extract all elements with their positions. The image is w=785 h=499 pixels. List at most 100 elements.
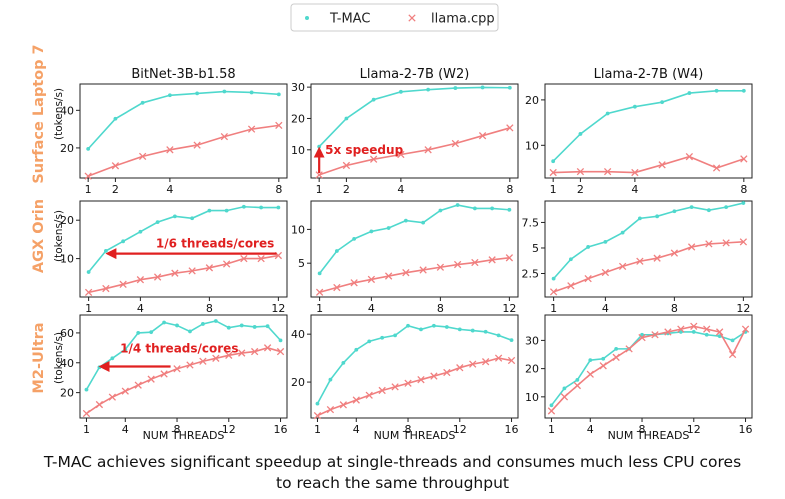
tmac-point	[578, 132, 583, 136]
tmac-point	[706, 208, 711, 213]
x-tick-label: 4	[137, 302, 144, 315]
llama-point	[384, 272, 393, 280]
y-tick-label: 10	[291, 144, 305, 157]
tmac-point	[386, 226, 391, 230]
tmac-point	[371, 97, 376, 102]
tmac-point	[175, 323, 179, 328]
tmac-point	[605, 111, 610, 116]
llama-point	[705, 240, 713, 248]
tmac-point	[352, 236, 357, 241]
tmac-point	[123, 347, 128, 352]
tmac-point	[334, 249, 339, 253]
llama-point	[315, 171, 323, 179]
tmac-point	[603, 239, 608, 244]
x-tick-label: 1	[316, 302, 323, 315]
llama-point	[326, 405, 335, 414]
tmac-point	[317, 271, 322, 276]
llama-point	[567, 282, 575, 290]
x-tick-label: 16	[274, 423, 288, 436]
x-tick-label: 1	[316, 183, 323, 196]
llama-point	[739, 238, 748, 246]
llama-point	[471, 258, 479, 267]
tmac-point	[457, 327, 462, 332]
tmac-point	[328, 377, 333, 382]
x-axis-label: NUM THREADS	[608, 429, 690, 442]
llama-point	[547, 407, 556, 415]
tmac-line	[553, 202, 744, 280]
llama-point	[430, 372, 438, 380]
llama-point	[199, 357, 207, 365]
tmac-point	[507, 207, 512, 212]
tmac-line	[552, 90, 744, 162]
figure: T-MAC llama.cpp Surface Laptop 7 (tokens/s)…	[31, 3, 753, 442]
tmac-point	[278, 338, 283, 343]
tmac-point	[86, 270, 91, 274]
llama-point	[95, 400, 104, 409]
tmac-point	[252, 325, 257, 329]
tmac-point	[398, 89, 403, 94]
x-tick-label: 16	[739, 423, 753, 436]
llama-point	[603, 167, 612, 176]
tmac-point	[724, 205, 729, 210]
tmac-point	[687, 91, 692, 95]
tmac-point	[483, 329, 488, 334]
chart-panel-1-1: BitNet-3B-b1.58 1 2 4 8 20 40	[60, 67, 288, 196]
x-tick-label: 12	[736, 302, 750, 315]
tmac-point	[730, 338, 735, 343]
x-tick-label: 2	[343, 183, 350, 196]
llama-point	[404, 379, 412, 387]
llama-point	[417, 376, 425, 384]
llama-point	[111, 162, 120, 170]
llama-point	[276, 347, 285, 356]
tmac-line	[318, 86, 510, 148]
annotation-speedup: 5x speedup	[313, 143, 404, 173]
tmac-point	[222, 89, 227, 94]
llama-point	[576, 167, 585, 176]
panel-title: BitNet-3B-b1.58	[131, 67, 235, 82]
row-label: AGX Orin	[31, 199, 47, 273]
y-tick-label: 30	[291, 81, 305, 94]
tmac-point	[568, 257, 573, 262]
legend-tmac-marker	[305, 16, 309, 20]
tmac-point	[315, 401, 320, 406]
x-tick-label: 8	[275, 183, 282, 196]
llama-point	[728, 350, 737, 359]
panel-title: Llama-2-7B (W4)	[594, 67, 704, 82]
llama-point	[722, 239, 730, 247]
llama-line	[317, 357, 512, 417]
llama-point	[225, 351, 233, 359]
tmac-point	[551, 276, 556, 281]
llama-point	[507, 356, 516, 365]
y-tick-label: 20	[60, 387, 74, 400]
tmac-point	[470, 328, 475, 333]
y-tick-label: 40	[291, 328, 305, 341]
tmac-point	[551, 159, 556, 164]
tmac-point	[480, 85, 485, 90]
x-tick-label: 1	[314, 423, 321, 436]
llama-point	[250, 347, 259, 356]
x-tick-label: 8	[437, 302, 444, 315]
tmac-point	[224, 208, 229, 213]
llama-line	[87, 124, 279, 177]
llama-point	[625, 345, 633, 353]
x-tick-label: 1	[85, 302, 92, 315]
x-tick-label: 12	[271, 302, 285, 315]
x-tick-label: 2	[112, 183, 119, 196]
llama-point	[378, 386, 386, 395]
y-tick-label: 40	[60, 104, 74, 117]
llama-point	[506, 124, 514, 132]
tmac-point	[691, 330, 696, 334]
llama-point	[703, 325, 711, 333]
tmac-point	[620, 230, 625, 235]
llama-point	[651, 331, 659, 339]
tmac-point	[588, 358, 593, 363]
x-tick-label: 8	[405, 423, 412, 436]
llama-point	[171, 269, 179, 277]
chart-panel-3-2: 1 4 8 12 16 20 40 NUM THREADS	[291, 314, 519, 442]
chart-panel-1-3: Llama-2-7B (W4) 1 2 4 8 10 20	[525, 67, 753, 196]
tmac-line	[550, 331, 746, 406]
y-tick-label: 30	[525, 334, 539, 347]
x-tick-label: 8	[174, 423, 181, 436]
y-unit-label: (tokens/s)	[53, 210, 65, 262]
tmac-point	[276, 205, 281, 210]
